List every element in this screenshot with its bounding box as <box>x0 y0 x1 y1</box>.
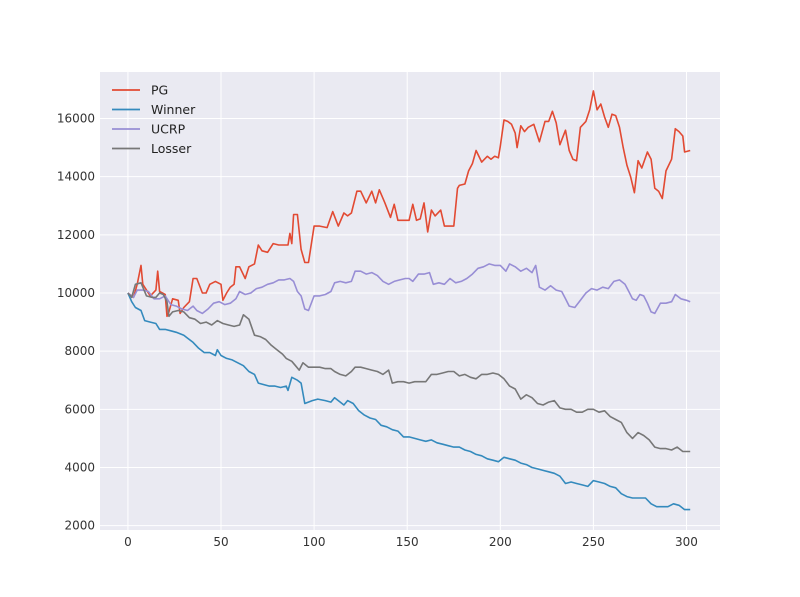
x-tick-label: 100 <box>303 535 326 549</box>
legend-label-pg: PG <box>151 83 168 98</box>
series-line-losser <box>127 282 691 453</box>
x-tick-label: 250 <box>582 535 605 549</box>
x-tick-label: 150 <box>396 535 419 549</box>
y-tick-label: 16000 <box>57 112 95 126</box>
y-tick-label: 4000 <box>64 460 95 474</box>
x-tick-label: 200 <box>489 535 512 549</box>
series-lines <box>127 90 691 511</box>
plot-area <box>100 72 720 530</box>
x-tick-label: 50 <box>213 535 228 549</box>
legend-label-winner: Winner <box>151 102 196 117</box>
series-line-ucrp <box>127 263 691 315</box>
series-line-winner <box>127 292 691 511</box>
y-tick-label: 12000 <box>57 228 95 242</box>
x-tick-label: 300 <box>675 535 698 549</box>
legend-label-losser: Losser <box>151 141 192 156</box>
legend-label-ucrp: UCRP <box>151 122 186 137</box>
y-tick-label: 2000 <box>64 519 95 533</box>
series-line-pg <box>127 90 691 318</box>
y-axis-ticks: 2000 4000 6000 8000 10000 12000 14000 16000 <box>57 112 95 533</box>
x-tick-label: 0 <box>124 535 132 549</box>
grid-lines <box>100 72 720 530</box>
x-axis-ticks: 0 50 100 150 200 250 300 <box>124 535 698 549</box>
y-tick-label: 10000 <box>57 286 95 300</box>
y-tick-label: 14000 <box>57 170 95 184</box>
legend: PG Winner UCRP Losser <box>112 83 196 156</box>
y-tick-label: 8000 <box>64 344 95 358</box>
y-tick-label: 6000 <box>64 402 95 416</box>
